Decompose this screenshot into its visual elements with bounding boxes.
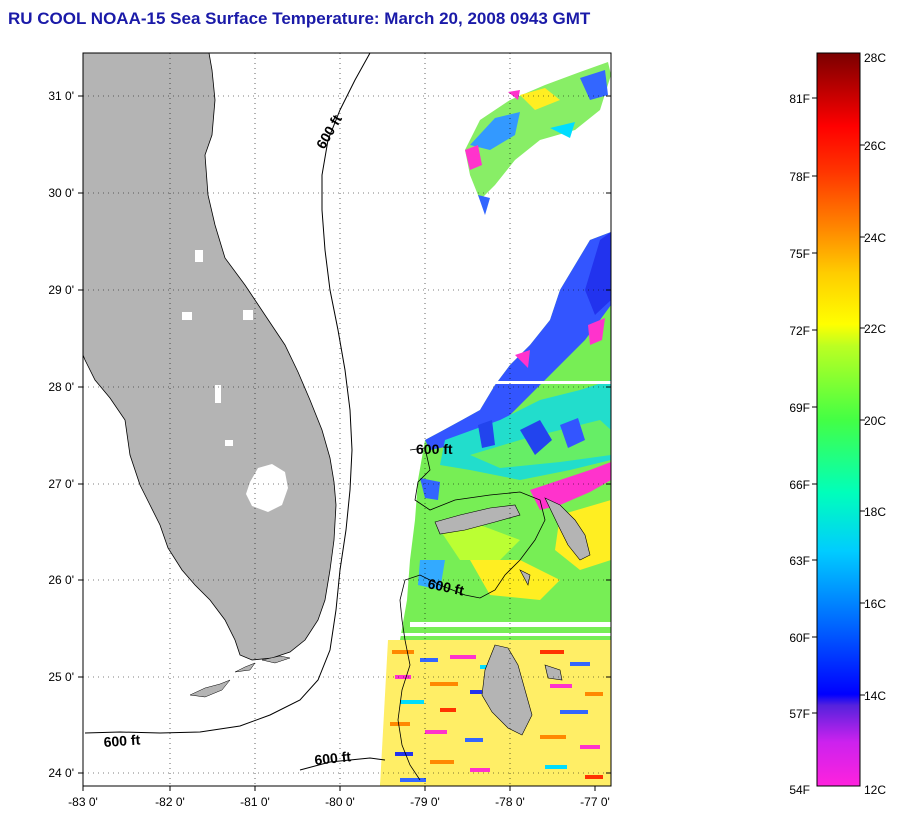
latitude-labels: 31 0' 30 0' 29 0' 28 0' 27 0' 26 0' 25 0… — [48, 89, 74, 780]
colorbar-f-label: 81F — [789, 92, 810, 106]
contour-label: 600 ft — [103, 731, 141, 750]
lat-label: 28 0' — [48, 380, 74, 394]
axis-ticks — [78, 95, 611, 791]
lon-label: -77 0' — [580, 795, 610, 809]
inland-lakes — [182, 250, 253, 446]
lon-label: -80 0' — [325, 795, 355, 809]
colorbar-c-label: 28C — [864, 51, 886, 65]
colorbar-c-label: 16C — [864, 597, 886, 611]
bahamas-bank-outline — [397, 447, 546, 781]
colorbar-gradient — [816, 52, 861, 787]
lake-okeechobee — [246, 464, 288, 512]
colorbar-f-label: 75F — [789, 247, 810, 261]
lon-label: -78 0' — [495, 795, 525, 809]
longitude-labels: -83 0' -82 0' -81 0' -80 0' -79 0' -78 0… — [68, 795, 610, 809]
colorbar-f-label: 63F — [789, 554, 810, 568]
colorbar-c-label: 26C — [864, 139, 886, 153]
sst-data-north — [465, 62, 611, 215]
lon-label: -83 0' — [68, 795, 98, 809]
colorbar-celsius-labels: 28C 26C 24C 22C 20C 18C 16C 14C 12C — [864, 51, 886, 797]
colorbar-f-label: 54F — [789, 783, 810, 797]
lat-label: 24 0' — [48, 766, 74, 780]
colorbar-c-label: 24C — [864, 231, 886, 245]
colorbar-f-label: 57F — [789, 707, 810, 721]
colorbar-fahrenheit-labels: 81F 78F 75F 72F 69F 66F 63F 60F 57F 54F — [789, 92, 810, 797]
lon-label: -79 0' — [410, 795, 440, 809]
colorbar-f-label: 66F — [789, 478, 810, 492]
lat-label: 30 0' — [48, 186, 74, 200]
colorbar-c-label: 22C — [864, 322, 886, 336]
map-title: RU COOL NOAA-15 Sea Surface Temperature:… — [8, 9, 591, 28]
colorbar-f-label: 60F — [789, 631, 810, 645]
bahamas-islands — [434, 497, 591, 736]
lat-label: 26 0' — [48, 573, 74, 587]
colorbar-c-label: 12C — [864, 783, 886, 797]
colorbar: 81F 78F 75F 72F 69F 66F 63F 60F 57F 54F … — [789, 51, 886, 797]
colorbar-f-label: 69F — [789, 401, 810, 415]
lat-label: 27 0' — [48, 477, 74, 491]
contour-label: 600 ft — [426, 575, 465, 598]
lon-label: -82 0' — [155, 795, 185, 809]
colorbar-f-label: 78F — [789, 170, 810, 184]
plot-frame — [82, 52, 612, 787]
contour-label: 600 ft — [314, 748, 352, 768]
lat-label: 29 0' — [48, 283, 74, 297]
colorbar-c-label: 20C — [864, 414, 886, 428]
lat-label: 25 0' — [48, 670, 74, 684]
contour-label: 600 ft — [416, 441, 453, 457]
bathymetry-contour-600ft — [84, 53, 371, 734]
colorbar-ticks — [812, 97, 865, 714]
colorbar-c-label: 14C — [864, 689, 886, 703]
colorbar-c-label: 18C — [864, 505, 886, 519]
grid-lines — [83, 53, 611, 786]
lon-label: -81 0' — [240, 795, 270, 809]
florida-keys — [189, 655, 291, 698]
colorbar-f-label: 72F — [789, 324, 810, 338]
lat-label: 31 0' — [48, 89, 74, 103]
